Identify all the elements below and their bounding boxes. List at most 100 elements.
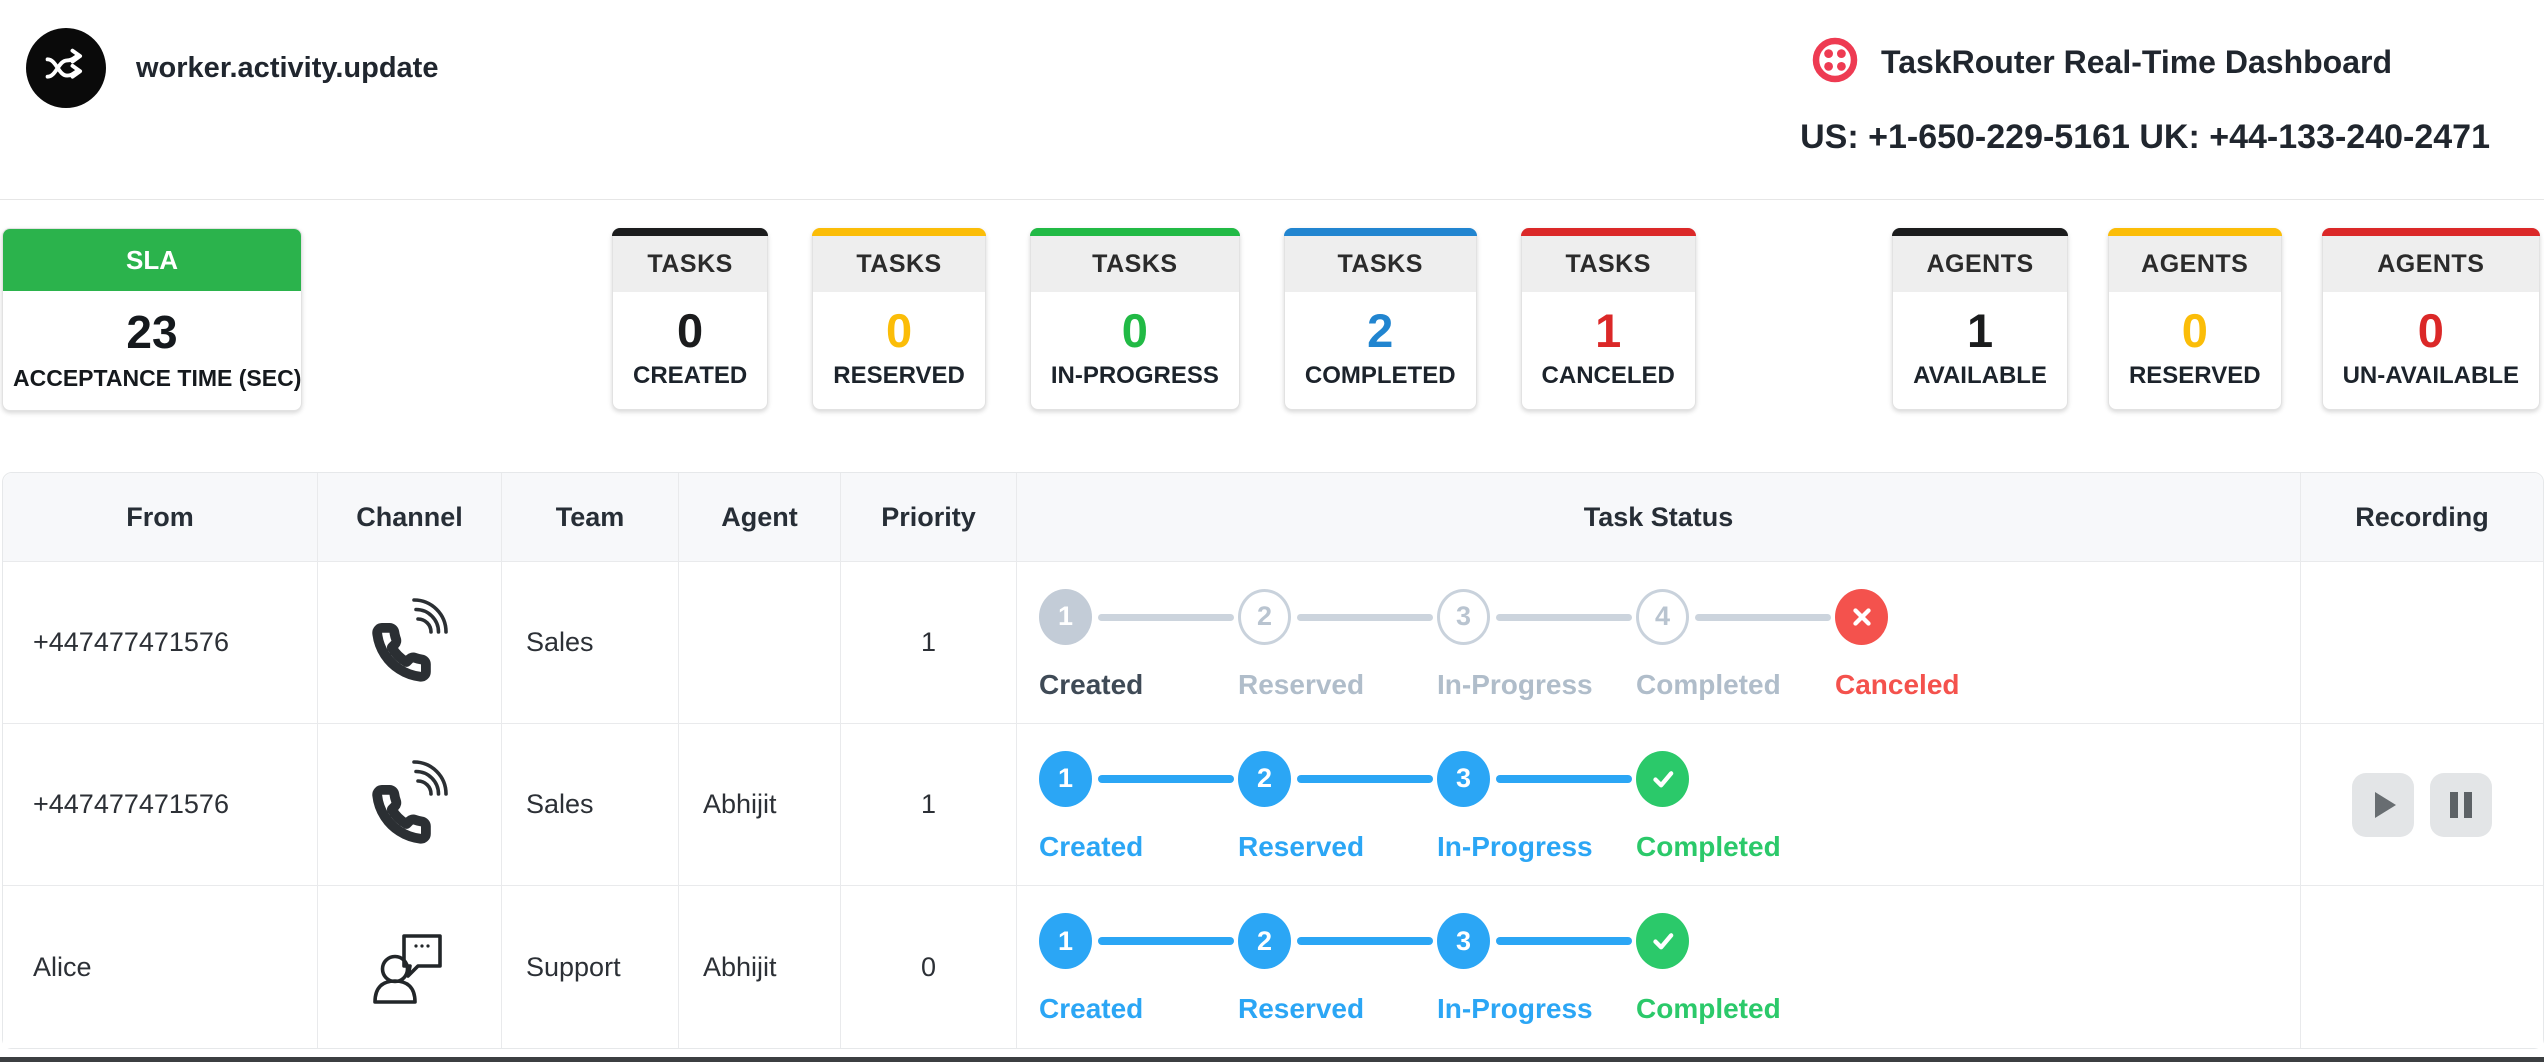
stat-card-accent-bar — [812, 228, 986, 236]
team-cell: Sales — [502, 724, 679, 886]
col-header-recording: Recording — [2301, 473, 2543, 562]
priority-cell: 1 — [841, 724, 1017, 886]
stepper-step: Completed — [1636, 913, 1836, 1025]
step-label: In-Progress — [1437, 993, 1593, 1024]
recording-cell — [2301, 724, 2543, 886]
step-circle: 1 — [1039, 588, 1092, 645]
stat-label: IN-PROGRESS — [1050, 362, 1219, 390]
stepper-step: 2 Reserved — [1238, 750, 1437, 863]
recording-cell — [2301, 562, 2543, 724]
step-label: Completed — [1636, 668, 1781, 700]
step-circle: 3 — [1437, 588, 1490, 645]
tasks-cards: TASKS 0 CREATED TASKS 0 RESERVED TASKS 0… — [612, 228, 1696, 410]
step-label: Reserved — [1238, 993, 1365, 1024]
stepper-step: 1 Created — [1039, 750, 1238, 863]
chat-channel-icon — [362, 934, 458, 1004]
col-header-from: From — [3, 473, 318, 562]
table-row: +447477471576 Sales Abhijit 1 1 Created — [3, 724, 2543, 886]
play-recording-button[interactable] — [2352, 772, 2414, 837]
stat-label: RESERVED — [2128, 362, 2261, 390]
stat-card-header: TASKS — [1030, 236, 1239, 292]
step-circle: 3 — [1437, 913, 1490, 969]
stepper-step: Completed — [1636, 750, 1836, 863]
channel-cell — [318, 886, 502, 1048]
stat-label: AVAILABLE — [1913, 362, 2047, 390]
step-circle: 2 — [1238, 588, 1291, 645]
col-header-team: Team — [502, 473, 679, 562]
step-label: Reserved — [1238, 830, 1365, 862]
stat-value: 0 — [1121, 304, 1148, 357]
step-circle: 3 — [1437, 750, 1490, 807]
stat-value: 2 — [1367, 304, 1394, 357]
task-status-stepper: 1 Created 2 Reserved 3 In-Progress Compl… — [1039, 913, 2300, 1025]
stat-card-accent-bar — [1283, 228, 1477, 236]
agents-cards: AGENTS 1 AVAILABLE AGENTS 0 RESERVED AGE… — [1892, 228, 2540, 410]
agents-card-reserved: AGENTS 0 RESERVED — [2107, 228, 2282, 410]
stepper-step: 3 In-Progress — [1437, 913, 1636, 1025]
step-label: In-Progress — [1437, 830, 1593, 862]
task-status-cell: 1 Created 2 Reserved 3 In-Progress 4 Com… — [1017, 562, 2301, 724]
stat-value: 0 — [2181, 304, 2208, 357]
channel-cell — [318, 724, 502, 886]
step-connector — [1297, 774, 1433, 783]
pause-recording-button[interactable] — [2430, 772, 2492, 837]
tasks-card-created: TASKS 0 CREATED — [612, 228, 769, 410]
event-indicator: worker.activity.update — [26, 28, 438, 108]
phone-channel-icon — [362, 759, 458, 844]
step-circle: 2 — [1238, 913, 1291, 969]
stat-value: 0 — [677, 304, 704, 357]
stepper-step: 1 Created — [1039, 913, 1238, 1025]
stat-card-header: AGENTS — [2108, 236, 2281, 292]
stat-card-accent-bar — [612, 228, 769, 236]
stat-value: 0 — [2417, 304, 2444, 357]
stat-value: 0 — [885, 304, 913, 357]
task-status-cell: 1 Created 2 Reserved 3 In-Progress Compl… — [1017, 886, 2301, 1048]
task-status-stepper: 1 Created 2 Reserved 3 In-Progress 4 Com… — [1039, 588, 2300, 701]
stepper-step: 3 In-Progress — [1437, 588, 1636, 701]
step-connector — [1098, 613, 1234, 621]
step-circle: 1 — [1039, 750, 1092, 807]
topbar: worker.activity.update TaskRouter Real-T… — [0, 0, 2544, 200]
table-header-row: From Channel Team Agent Priority Task Status R… — [3, 473, 2543, 562]
phone-channel-icon — [362, 597, 458, 682]
sla-label: ACCEPTANCE TIME (SEC) — [13, 365, 302, 391]
tasks-table: From Channel Team Agent Priority Task Status R… — [2, 472, 2544, 1049]
step-label: In-Progress — [1437, 668, 1593, 700]
stats-row: SLA 23 ACCEPTANCE TIME (SEC) TASKS 0 CRE… — [0, 228, 2544, 414]
tasks-card-canceled: TASKS 1 CANCELED — [1520, 228, 1696, 410]
stat-card-header: TASKS — [1521, 236, 1695, 292]
step-connector — [1098, 774, 1234, 783]
step-circle: 4 — [1636, 588, 1689, 645]
step-circle — [1636, 913, 1689, 969]
sla-card-header: SLA — [3, 229, 301, 291]
stat-label: CREATED — [633, 362, 748, 390]
step-label: Created — [1039, 830, 1144, 862]
recording-cell — [2301, 886, 2543, 1048]
stat-card-accent-bar — [1892, 228, 2068, 236]
step-connector — [1496, 774, 1632, 783]
brand: TaskRouter Real-Time Dashboard — [1811, 36, 2392, 89]
step-connector — [1496, 613, 1632, 621]
from-cell: +447477471576 — [3, 562, 318, 724]
step-label: Created — [1039, 668, 1144, 700]
from-cell: Alice — [3, 886, 318, 1048]
step-circle — [1636, 750, 1689, 807]
step-circle: 2 — [1238, 750, 1291, 807]
stat-card-accent-bar — [1029, 228, 1240, 236]
stat-value: 1 — [1966, 304, 1994, 357]
stat-label: CANCELED — [1541, 362, 1675, 390]
tasks-card-completed: TASKS 2 COMPLETED — [1283, 228, 1477, 410]
stat-card-accent-bar — [2321, 228, 2540, 236]
sla-card: SLA 23 ACCEPTANCE TIME (SEC) — [2, 228, 302, 411]
from-cell: +447477471576 — [3, 724, 318, 886]
step-connector — [1098, 937, 1234, 945]
step-connector — [1297, 613, 1433, 621]
stepper-step: Canceled — [1835, 588, 2035, 701]
stat-value: 1 — [1595, 304, 1622, 357]
contact-numbers: US: +1-650-229-5161 UK: +44-133-240-2471 — [1800, 118, 2490, 156]
priority-cell: 1 — [841, 562, 1017, 724]
step-circle — [1835, 588, 1888, 645]
stat-card-header: TASKS — [1284, 236, 1476, 292]
stat-card-header: TASKS — [613, 236, 768, 292]
bottom-edge-bar — [0, 1057, 2544, 1062]
